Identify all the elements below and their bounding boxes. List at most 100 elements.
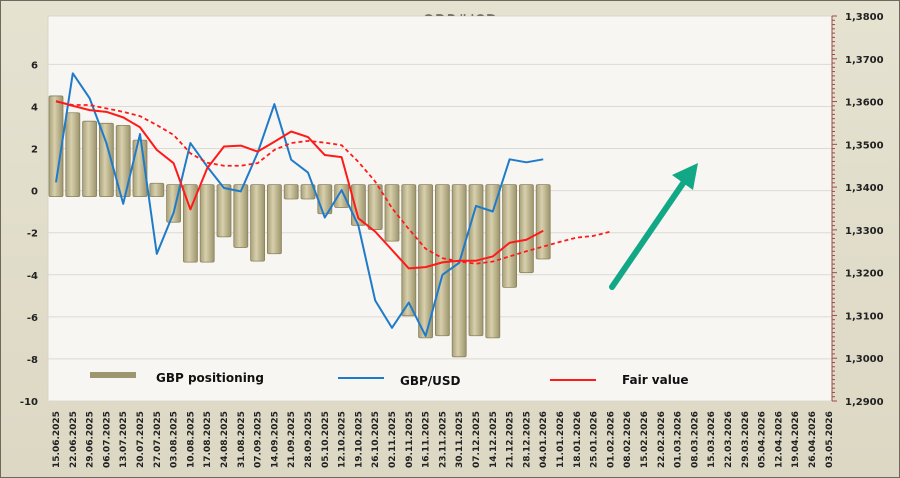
x-tick-label: 05.10.2025	[321, 411, 331, 468]
x-tick-label: 28.12.2025	[522, 411, 532, 468]
right-tick-label: 1,3500	[845, 140, 884, 151]
x-tick-label: 04.01.2026	[539, 411, 549, 468]
x-tick-label: 11.01.2026	[556, 411, 566, 468]
left-tick-label: -10	[20, 397, 38, 408]
positioning-bar	[434, 184, 450, 337]
positioning-bar	[216, 184, 232, 238]
x-tick-label: 08.02.2026	[623, 411, 633, 468]
positioning-bar	[266, 184, 282, 255]
left-tick-label: 6	[31, 60, 38, 71]
positioning-bar	[535, 184, 551, 260]
positioning-bar	[334, 184, 350, 208]
x-tick-label: 22.03.2026	[724, 411, 734, 468]
left-tick-label: -2	[27, 229, 38, 240]
x-tick-label: 03.05.2026	[825, 411, 835, 468]
positioning-bar	[250, 184, 266, 262]
x-tick-label: 27.07.2025	[153, 411, 163, 468]
x-tick-label: 05.04.2026	[758, 411, 768, 468]
positioning-bar	[99, 122, 114, 198]
x-tick-label: 10.08.2025	[186, 411, 196, 468]
x-tick-label: 29.03.2026	[741, 411, 751, 468]
legend-label-positioning: GBP positioning	[156, 371, 264, 385]
x-tick-label: 12.04.2026	[774, 411, 784, 468]
x-tick-label: 01.03.2026	[674, 411, 684, 468]
left-tick-label: 0	[31, 187, 38, 198]
x-tick-label: 16.11.2025	[422, 411, 432, 468]
x-tick-label: 18.01.2026	[573, 411, 583, 468]
right-tick-label: 1,3400	[845, 183, 884, 194]
positioning-bar	[199, 184, 215, 263]
positioning-bar	[233, 184, 249, 248]
fair-value-dashed-line	[55, 100, 611, 265]
right-tick-label: 1,3100	[845, 311, 884, 322]
positioning-bar	[115, 124, 131, 198]
positioning-bar	[149, 182, 165, 198]
x-tick-label: 15.06.2025	[52, 411, 62, 468]
right-tick-label: 1,3000	[845, 354, 884, 365]
positioning-bar	[65, 112, 81, 198]
positioning-bar	[367, 184, 383, 230]
fair-value-line	[55, 100, 544, 270]
left-tick-label: -4	[27, 271, 38, 282]
positioning-bar	[82, 120, 97, 198]
left-tick-label: -8	[27, 355, 38, 366]
trend-arrow-head-icon	[672, 163, 698, 190]
x-tick-label: 15.02.2026	[640, 411, 650, 468]
x-tick-label: 07.09.2025	[254, 411, 264, 468]
x-tick-label: 22.06.2025	[69, 411, 79, 468]
x-tick-label: 06.07.2025	[102, 411, 112, 468]
positioning-bar	[502, 184, 518, 288]
trend-arrow-shaft	[609, 173, 691, 290]
x-tick-label: 22.02.2026	[657, 411, 667, 468]
right-tick-label: 1,3200	[845, 269, 884, 280]
positioning-bar	[418, 184, 434, 339]
left-tick-label: -6	[27, 313, 38, 324]
left-tick-label: 4	[31, 102, 38, 113]
gbpusd-line	[55, 72, 544, 337]
x-tick-label: 02.11.2025	[388, 411, 398, 468]
positioning-bar	[384, 184, 400, 242]
x-tick-label: 03.08.2025	[170, 411, 180, 468]
x-tick-label: 24.08.2025	[220, 411, 230, 468]
left-tick-label: 2	[31, 145, 38, 156]
x-tick-label: 26.04.2026	[808, 411, 818, 468]
x-tick-label: 19.04.2026	[791, 411, 801, 468]
x-tick-label: 17.08.2025	[203, 411, 213, 468]
positioning-bar	[48, 95, 64, 198]
x-tick-label: 09.11.2025	[405, 411, 415, 468]
legend-label-gbpusd: GBP/USD	[400, 374, 461, 388]
legend-label-fair-value: Fair value	[622, 373, 689, 387]
x-tick-label: 13.07.2025	[119, 411, 129, 468]
positioning-bar	[283, 184, 299, 200]
x-tick-label: 26.10.2025	[371, 411, 381, 468]
legend-swatch-positioning	[90, 372, 136, 378]
x-tick-label: 21.12.2025	[506, 411, 516, 468]
right-tick-label: 1,3600	[845, 98, 884, 109]
x-tick-label: 07.12.2025	[472, 411, 482, 468]
right-tick-label: 1,2900	[845, 397, 884, 408]
x-tick-label: 28.09.2025	[304, 411, 314, 468]
right-tick-label: 1,3800	[845, 12, 884, 23]
legend: GBP positioning GBP/USD Fair value	[90, 371, 689, 388]
x-tick-label: 01.02.2026	[606, 411, 616, 468]
x-tick-label: 25.01.2026	[590, 411, 600, 468]
right-tick-label: 1,3300	[845, 226, 884, 237]
x-tick-label: 19.10.2025	[354, 411, 364, 468]
x-tick-label: 23.11.2025	[438, 411, 448, 468]
positioning-bar	[182, 184, 198, 263]
x-tick-label: 14.09.2025	[270, 411, 280, 468]
positioning-bar	[401, 184, 417, 317]
x-tick-label: 14.12.2025	[489, 411, 499, 468]
x-tick-label: 29.06.2025	[86, 411, 96, 468]
x-tick-label: 08.03.2026	[690, 411, 700, 468]
x-tick-label: 31.08.2025	[237, 411, 247, 468]
x-tick-label: 15.03.2026	[707, 411, 717, 468]
right-tick-label: 1,3700	[845, 55, 884, 66]
x-tick-label: 21.09.2025	[287, 411, 297, 468]
x-tick-label: 20.07.2025	[136, 411, 146, 468]
x-tick-label: 30.11.2025	[455, 411, 465, 468]
x-tick-label: 12.10.2025	[338, 411, 348, 468]
positioning-bar	[519, 184, 534, 274]
positioning-bar	[451, 184, 467, 358]
